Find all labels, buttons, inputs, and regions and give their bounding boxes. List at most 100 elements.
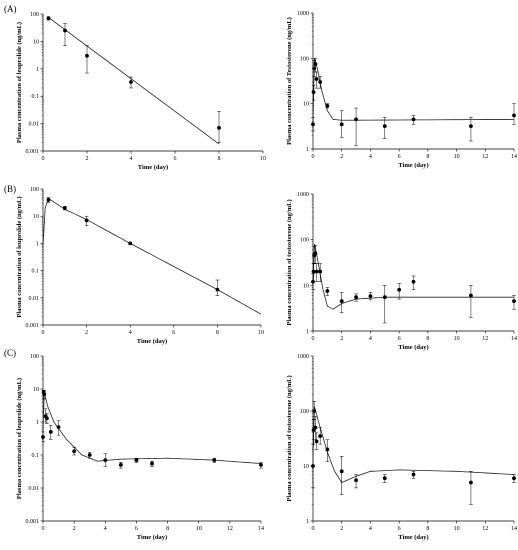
- data-point: [313, 425, 318, 430]
- chart-C-testosterone-point: [411, 471, 416, 479]
- chart-A-testosterone-point: [354, 107, 358, 146]
- chart-C-leuprolide-ytick-label: 100: [30, 354, 39, 360]
- data-point: [318, 434, 323, 438]
- chart-B-leuprolide-ytick-label: 10: [33, 214, 39, 220]
- data-point: [215, 287, 220, 292]
- chart-A-testosterone-point: [469, 117, 473, 142]
- data-point: [313, 62, 318, 66]
- data-point: [354, 117, 358, 122]
- data-point: [46, 197, 51, 202]
- chart-B-leuprolide-ytick-label: 0.01: [29, 296, 40, 302]
- chart-A-testosterone-point: [325, 103, 330, 109]
- data-point: [368, 294, 373, 299]
- data-point: [325, 289, 330, 293]
- data-point: [87, 453, 92, 457]
- chart-C-testosterone-xtick-label: 0: [312, 526, 315, 532]
- chart-B-testosterone-xlabel: Time (day): [398, 344, 428, 351]
- chart-A-leuprolide-point: [85, 45, 89, 74]
- chart-C-leuprolide-point: [212, 457, 217, 463]
- chart-A-testosterone-xtick-label: 2: [340, 154, 343, 160]
- data-point: [313, 251, 318, 256]
- data-point: [62, 206, 67, 210]
- chart-C-leuprolide-point: [87, 452, 92, 459]
- chart-B-testosterone-point: [411, 275, 416, 291]
- chart-B-testosterone-point: [382, 285, 387, 324]
- chart-B-testosterone-xtick-label: 6: [398, 336, 401, 342]
- chart-A-leuprolide-point: [217, 111, 221, 144]
- chart-A-leuprolide-ytick-label: 0.001: [26, 149, 40, 155]
- chart-C-leuprolide-ylabel: Plasma concentration of leuprolide (ng/m…: [16, 378, 23, 499]
- data-point: [339, 469, 344, 474]
- chart-A-testosterone-xtick-label: 10: [454, 154, 460, 160]
- data-point: [354, 295, 358, 300]
- data-point: [411, 117, 416, 122]
- chart-C-leuprolide-ytick-label: 0.001: [26, 519, 40, 525]
- chart-C-leuprolide-point: [72, 447, 77, 456]
- chart-C-testosterone-point: [314, 432, 319, 450]
- chart-A-testosterone-point: [313, 58, 318, 73]
- data-point: [411, 472, 416, 477]
- data-point: [42, 392, 47, 397]
- data-point: [512, 113, 516, 118]
- data-point: [318, 269, 323, 274]
- data-point: [46, 16, 51, 21]
- chart-C-testosterone-point: [339, 456, 344, 496]
- chart-B-leuprolide-ytick-label: 0.1: [32, 269, 40, 275]
- chart-C-leuprolide-fit-curve: [42, 392, 262, 464]
- data-point: [44, 416, 49, 421]
- chart-A-leuprolide-ylabel: Plasma concentration of leuprolide (ng/m…: [16, 22, 23, 143]
- chart-A-testosterone-point: [339, 110, 344, 138]
- chart-C-leuprolide-xlabel: Time (day): [137, 534, 167, 541]
- panel-label-b: (B): [4, 184, 16, 194]
- chart-C-testosterone-xtick-label: 14: [511, 526, 517, 532]
- data-point: [325, 103, 330, 108]
- chart-A-leuprolide-point: [63, 23, 67, 46]
- chart-B-testosterone-point: [313, 245, 318, 264]
- data-point: [339, 122, 344, 127]
- chart-B-leuprolide-xtick-label: 0: [42, 330, 45, 336]
- chart-C-testosterone-xtick-label: 2: [340, 526, 343, 532]
- chart-B-testosterone-xtick-label: 0: [312, 336, 315, 342]
- chart-A-leuprolide-xtick-label: 0: [42, 156, 45, 162]
- chart-C-testosterone-xtick-label: 8: [426, 526, 429, 532]
- data-point: [134, 458, 139, 463]
- chart-B-leuprolide-fit-curve: [42, 197, 262, 315]
- chart-A-testosterone-ytick-label: 1: [306, 147, 309, 153]
- chart-A-testosterone-xtick-label: 4: [369, 154, 372, 160]
- chart-B-testosterone-xtick-label: 2: [340, 336, 343, 342]
- data-point: [217, 125, 221, 130]
- data-point: [469, 480, 473, 485]
- chart-B-leuprolide-ytick-label: 1: [36, 241, 39, 247]
- chart-B-leuprolide-xtick-label: 4: [129, 330, 132, 336]
- data-point: [311, 464, 315, 468]
- data-point: [259, 463, 263, 467]
- chart-A-testosterone-point: [318, 76, 323, 89]
- chart-B-leuprolide-ylabel: Plasma concentration of leuprolide (ng/m…: [16, 196, 23, 317]
- chart-B-leuprolide-xlabel: Time (day): [137, 338, 167, 345]
- chart-B-testosterone-ytick-label: 1000: [297, 192, 309, 198]
- chart-C-testosterone-xtick-label: 12: [482, 526, 488, 532]
- chart-B-testosterone-point: [469, 285, 473, 318]
- chart-C-leuprolide-point: [48, 424, 53, 440]
- chart-C-leuprolide-xtick-label: 12: [227, 526, 233, 532]
- chart-A-testosterone-point: [311, 117, 315, 132]
- chart-A-leuprolide-xtick-label: 6: [174, 156, 177, 162]
- chart-C-testosterone-xlabel: Time (day): [398, 534, 428, 541]
- panel-label-c: (C): [4, 348, 16, 358]
- data-point: [311, 122, 315, 127]
- data-point: [354, 478, 358, 483]
- chart-C-testosterone-point: [382, 474, 387, 483]
- chart-A-testosterone-fit-curve: [312, 58, 515, 125]
- chart-C-leuprolide-xtick-label: 8: [166, 526, 169, 532]
- chart-C-leuprolide-point: [44, 413, 49, 424]
- chart-C-testosterone: 1 10 100 1000 0 2 4 6 8 10 12 14 Time (day) Plasma co…: [286, 354, 517, 541]
- data-point: [48, 430, 53, 434]
- chart-B-testosterone-point: [354, 293, 358, 302]
- chart-C-leuprolide-point: [150, 460, 154, 467]
- chart-A-testosterone-point: [314, 71, 319, 89]
- chart-B-testosterone-point: [314, 263, 319, 282]
- chart-A-testosterone-xtick-label: 0: [312, 154, 315, 160]
- chart-B-leuprolide-point: [84, 215, 89, 226]
- data-point: [56, 425, 61, 430]
